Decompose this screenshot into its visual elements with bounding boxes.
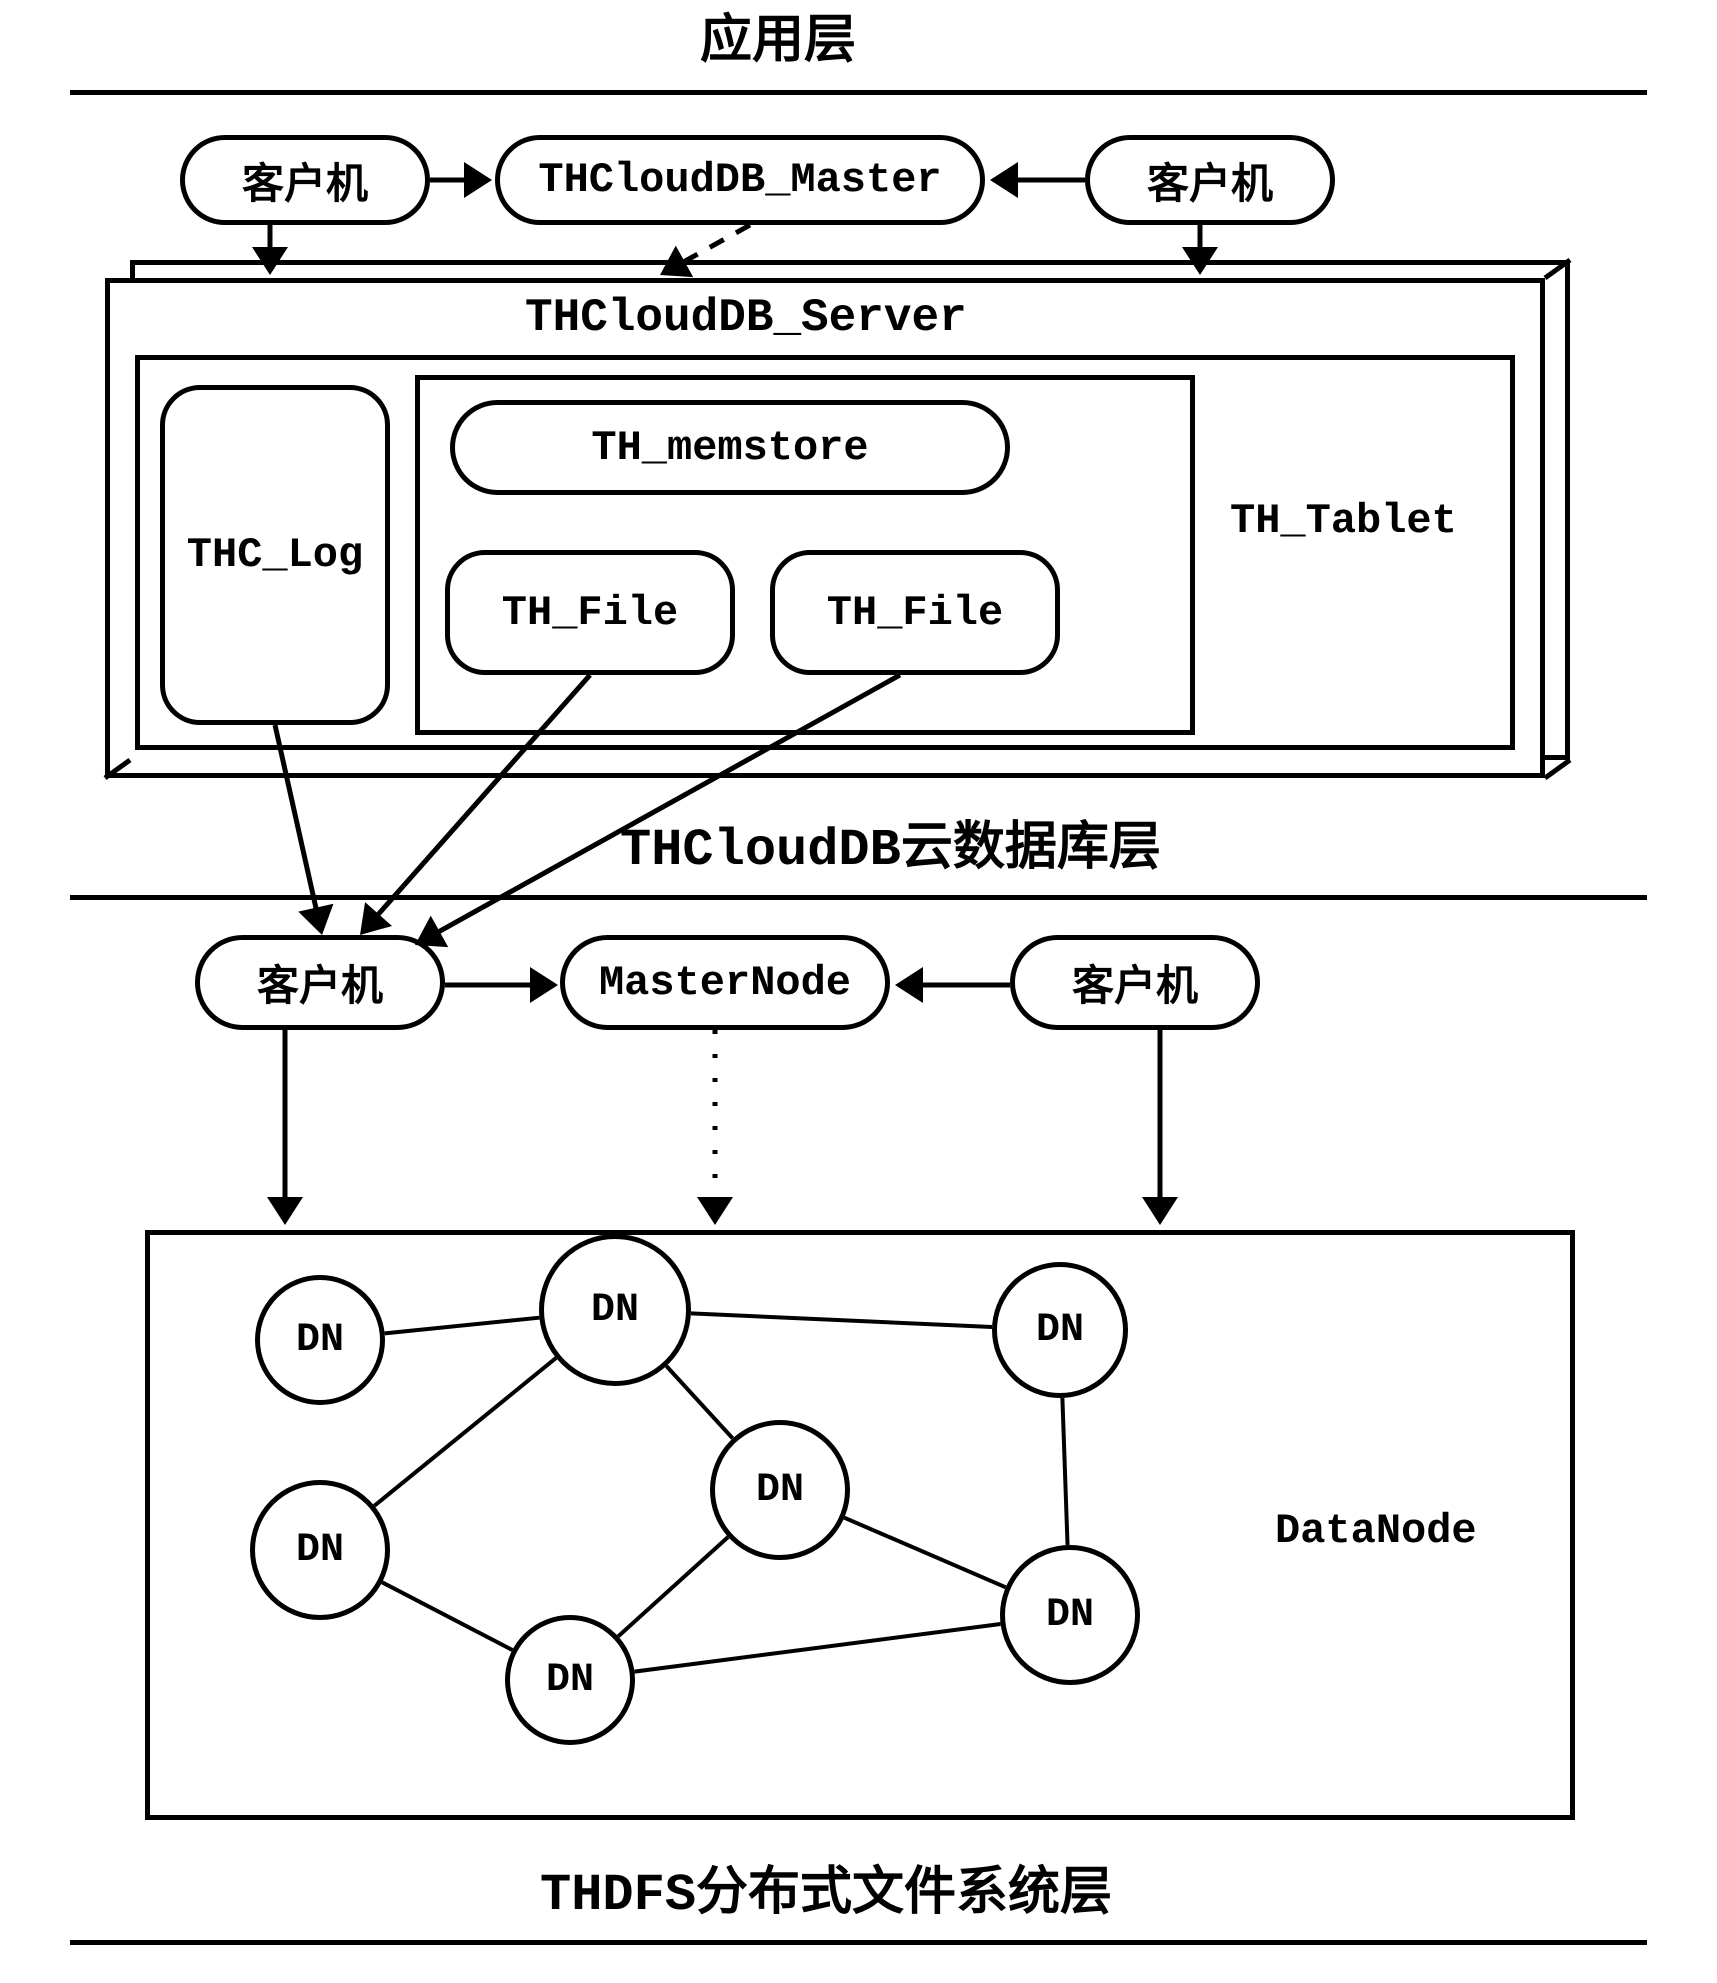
client-mid-right-text: 客户机 — [1072, 952, 1198, 1013]
app-layer-title: 应用层 — [700, 18, 856, 70]
thc-log-node: THC_Log — [160, 385, 390, 725]
dn-5-text: DN — [296, 1528, 344, 1573]
dn-3-text: DN — [1036, 1308, 1084, 1353]
th-memstore-text: TH_memstore — [591, 424, 868, 472]
th-tablet-label: TH_Tablet — [1230, 500, 1457, 542]
client-mid-right: 客户机 — [1010, 935, 1260, 1030]
client-top-left-text: 客户机 — [242, 150, 368, 211]
dn-1-text: DN — [296, 1318, 344, 1363]
client-top-right-text: 客户机 — [1147, 150, 1273, 211]
th-file-2-text: TH_File — [827, 589, 1003, 637]
separator-2 — [70, 895, 1647, 900]
cloud-db-layer-title: THCloudDB云数据库层 — [620, 825, 1161, 877]
client-mid-left-text: 客户机 — [257, 952, 383, 1013]
thc-log-text: THC_Log — [187, 531, 363, 579]
dn-node-2: DN — [539, 1234, 691, 1386]
thclouddb-master: THCloudDB_Master — [495, 135, 985, 225]
dn-node-4: DN — [710, 1420, 850, 1560]
client-top-left: 客户机 — [180, 135, 430, 225]
server-title: THCloudDB_Server — [525, 295, 967, 341]
thclouddb-master-text: THCloudDB_Master — [538, 156, 941, 204]
th-file-1-text: TH_File — [502, 589, 678, 637]
th-memstore-node: TH_memstore — [450, 400, 1010, 495]
th-file-node-2: TH_File — [770, 550, 1060, 675]
client-mid-left: 客户机 — [195, 935, 445, 1030]
th-file-node-1: TH_File — [445, 550, 735, 675]
dn-7-text: DN — [546, 1658, 594, 1703]
thdfs-layer-title: THDFS分布式文件系统层 — [540, 1870, 1112, 1922]
diagram-canvas: 应用层 THCloudDB云数据库层 THDFS分布式文件系统层 THCloud… — [0, 0, 1717, 1983]
client-top-right: 客户机 — [1085, 135, 1335, 225]
separator-3 — [70, 1940, 1647, 1945]
dn-node-3: DN — [992, 1262, 1128, 1398]
dn-node-1: DN — [255, 1275, 385, 1405]
dn-node-7: DN — [505, 1615, 635, 1745]
masternode-text: MasterNode — [599, 959, 851, 1007]
dn-4-text: DN — [756, 1468, 804, 1513]
separator-1 — [70, 90, 1647, 95]
dn-node-5: DN — [250, 1480, 390, 1620]
datanode-label: DataNode — [1275, 1510, 1477, 1552]
masternode: MasterNode — [560, 935, 890, 1030]
dn-6-text: DN — [1046, 1593, 1094, 1638]
dn-2-text: DN — [591, 1288, 639, 1333]
dn-node-6: DN — [1000, 1545, 1140, 1685]
